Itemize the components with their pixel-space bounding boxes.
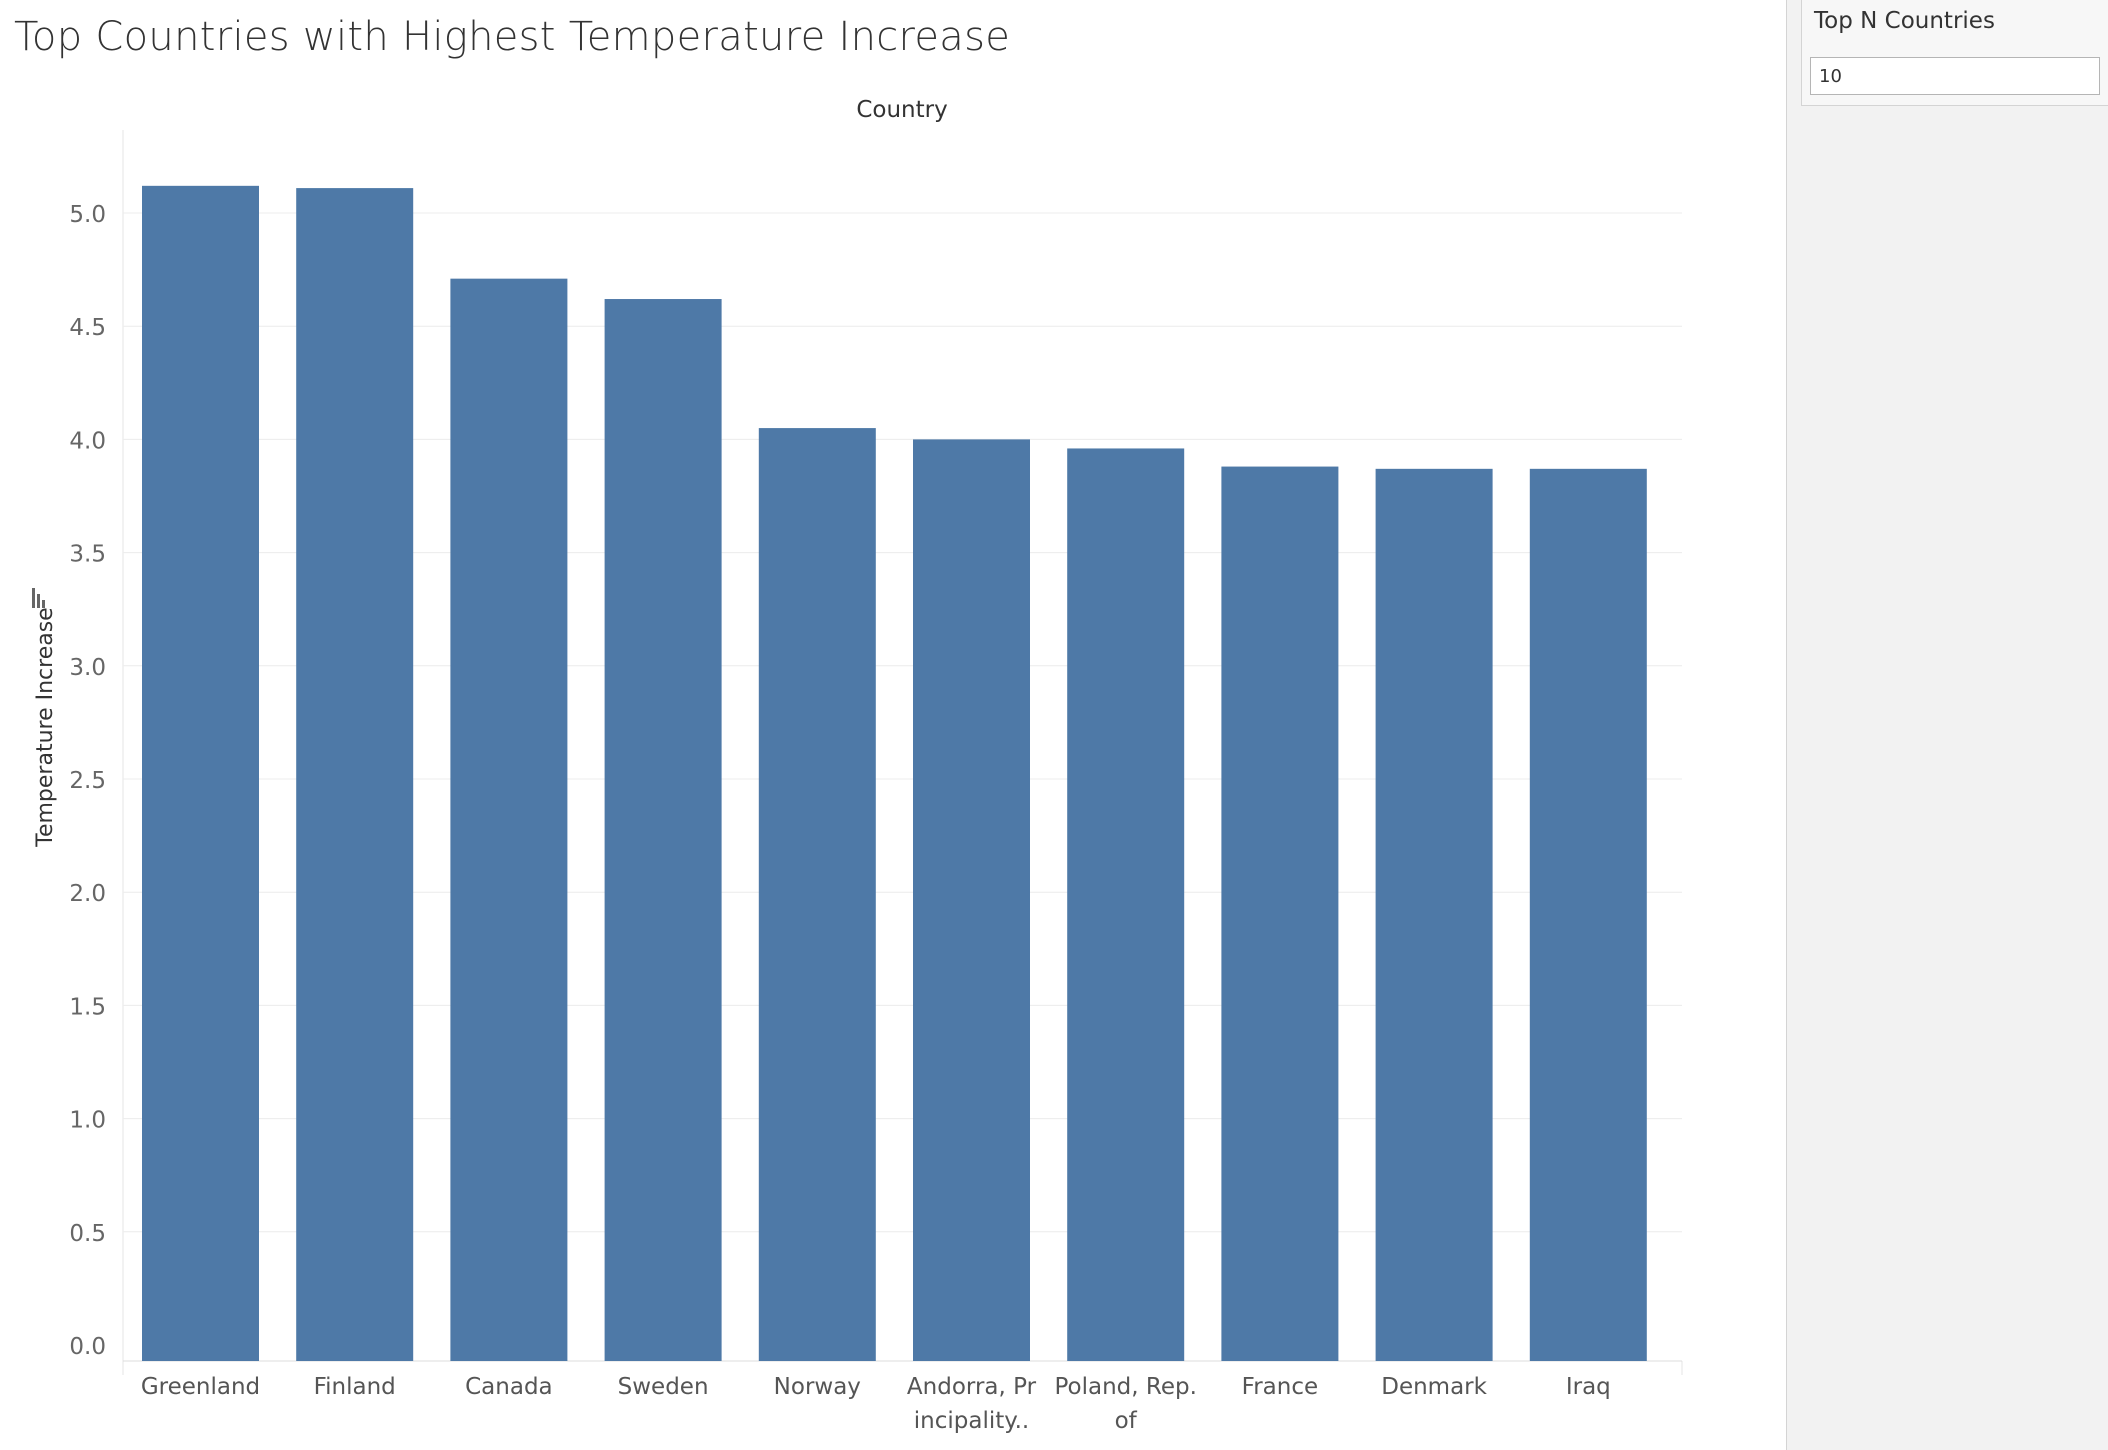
x-tick-label: Poland, Rep. of xyxy=(1054,1374,1196,1434)
x-tick-label-line: Sweden xyxy=(618,1374,709,1400)
y-tick-label: 5.0 xyxy=(69,202,106,228)
x-tick-label: Iraq xyxy=(1566,1374,1611,1400)
x-tick-label: Sweden xyxy=(618,1374,709,1400)
chart-title: Top Countries with Highest Temperature I… xyxy=(14,14,1011,60)
bar[interactable]: Denmark: 3.87 xyxy=(1375,468,1493,1361)
bar[interactable]: Iraq: 3.87 xyxy=(1529,468,1647,1361)
bar[interactable]: Norway: 4.05 xyxy=(758,428,876,1362)
bar[interactable]: Greenland: 5.12 xyxy=(142,185,259,1361)
x-tick-label: Greenland xyxy=(141,1374,260,1400)
bar[interactable]: Poland, Rep. of: 3.96 xyxy=(1067,448,1185,1361)
x-tick-label-line: Iraq xyxy=(1566,1374,1611,1400)
right-panel: Top N Countries xyxy=(1786,0,2108,1450)
y-tick-label: 1.0 xyxy=(69,1108,106,1134)
top-n-input[interactable] xyxy=(1810,57,2100,95)
x-tick-label-line: Greenland xyxy=(141,1374,260,1400)
x-tick-label-line: of xyxy=(1115,1408,1138,1434)
x-tick-label: Andorra, Pr incipality.. xyxy=(907,1374,1037,1434)
y-tick-label: 2.5 xyxy=(69,768,106,794)
x-tick-label-line: Denmark xyxy=(1381,1374,1487,1400)
bar-chart: Country Greenland: 5.12 Finland: 5.11 Cana… xyxy=(32,97,1683,1434)
top-n-parameter-card: Top N Countries xyxy=(1801,0,2108,106)
bar[interactable]: Canada: 4.71 xyxy=(450,278,568,1361)
bars: Greenland: 5.12 Finland: 5.11 Canada: 4.71… xyxy=(142,185,1647,1362)
x-tick-label-line: France xyxy=(1242,1374,1318,1400)
x-tick-label: Canada xyxy=(465,1374,553,1400)
bar[interactable]: France: 3.88 xyxy=(1221,466,1339,1361)
x-tick-label: France xyxy=(1242,1374,1318,1400)
y-tick-label: 4.5 xyxy=(69,315,106,341)
y-tick-label: 4.0 xyxy=(69,428,106,454)
y-tick-label: 0.0 xyxy=(69,1334,106,1360)
y-axis-ticks: 0.0 0.5 1.0 1.5 2.0 2.5 3.0 3.5 4.0 4.5 5.0 xyxy=(69,202,106,1360)
x-tick-label-line: Andorra, Pr xyxy=(907,1374,1037,1400)
x-tick-label-line: Finland xyxy=(314,1374,396,1400)
x-tick-label-line: Poland, Rep. xyxy=(1054,1374,1196,1400)
x-tick-label-line: incipality.. xyxy=(914,1408,1029,1434)
x-tick-label: Norway xyxy=(774,1374,861,1400)
y-axis-title: Temperature Increase xyxy=(33,607,58,847)
parameter-title: Top N Countries xyxy=(1814,8,1995,34)
y-tick-label: 1.5 xyxy=(69,994,106,1020)
sort-descending-icon[interactable] xyxy=(32,588,45,608)
x-axis-title: Country xyxy=(856,97,947,123)
x-tick-label-line: Norway xyxy=(774,1374,861,1400)
y-tick-label: 2.0 xyxy=(69,881,106,907)
y-tick-label: 3.0 xyxy=(69,655,106,681)
y-tick-label: 0.5 xyxy=(69,1221,106,1247)
x-axis-labels: Greenland Finland Canada Sweden Norway Andorr… xyxy=(141,1374,1611,1434)
bar[interactable]: Sweden: 4.62 xyxy=(604,299,722,1362)
x-tick-label: Denmark xyxy=(1381,1374,1487,1400)
bar[interactable]: Finland: 5.11 xyxy=(296,188,414,1362)
x-tick-label: Finland xyxy=(314,1374,396,1400)
x-tick-label-line: Canada xyxy=(465,1374,553,1400)
y-tick-label: 3.5 xyxy=(69,542,106,568)
